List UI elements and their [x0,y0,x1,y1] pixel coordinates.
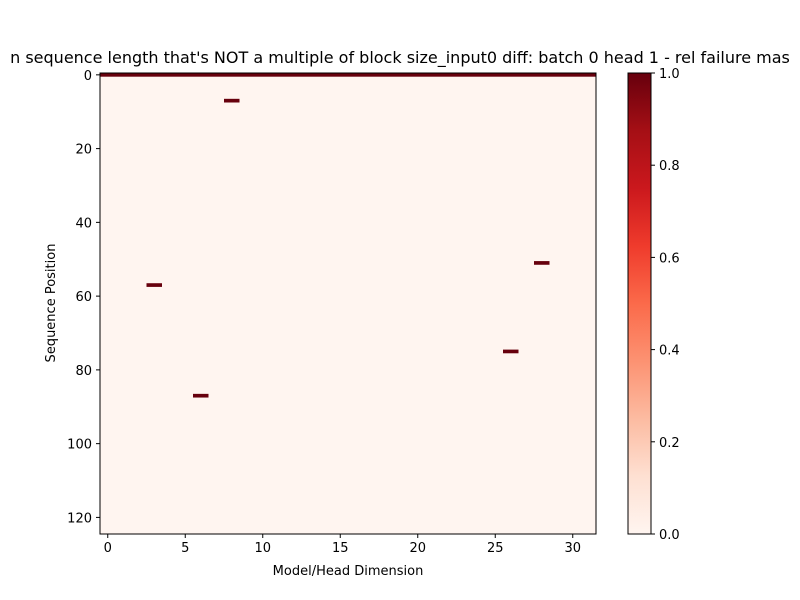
heatmap-cell [224,98,240,103]
colorbar-tick-label: 1.0 [659,67,680,82]
x-axis-label: Model/Head Dimension [273,564,424,579]
y-axis-label: Sequence Position [44,244,59,363]
x-tick-label: 0 [104,541,112,556]
x-tick-label: 5 [181,541,189,556]
y-tick-label: 120 [67,511,92,526]
colorbar-tick-label: 0.4 [659,344,680,359]
x-tick-label: 25 [487,541,504,556]
heatmap-cell [100,73,596,77]
x-tick-label: 20 [409,541,426,556]
y-tick-label: 80 [75,364,92,379]
colorbar: 0.0 0.2 0.4 0.6 0.8 1.0 [627,67,680,543]
colorbar-frame [627,72,652,535]
y-tick-label: 0 [84,69,92,84]
colorbar-tick-label: 0.6 [659,251,680,266]
heatmap-cell [503,349,519,354]
heatmap-background [100,73,596,534]
y-tick-label: 40 [75,216,92,231]
plot-area: 0 5 10 15 20 25 30 0 20 40 60 80 100 120 [67,69,597,556]
plot-frame [99,72,597,535]
heatmap-cell [193,393,209,398]
x-tick-label: 30 [564,541,581,556]
colorbar-tick-label: 0.0 [659,528,680,543]
x-tick-label: 10 [254,541,271,556]
y-tick-label: 20 [75,143,92,158]
colorbar-tick-label: 0.8 [659,159,680,174]
x-tick-label: 15 [332,541,349,556]
chart-title: n sequence length that's NOT a multiple … [10,48,790,68]
y-tick-label: 60 [75,290,92,305]
heatmap-cells [100,73,596,398]
colorbar-gradient [628,73,651,534]
y-tick-label: 100 [67,438,92,453]
heatmap-cell [146,283,162,287]
colorbar-tick-label: 0.2 [659,436,680,451]
heatmap-cell [534,261,550,265]
